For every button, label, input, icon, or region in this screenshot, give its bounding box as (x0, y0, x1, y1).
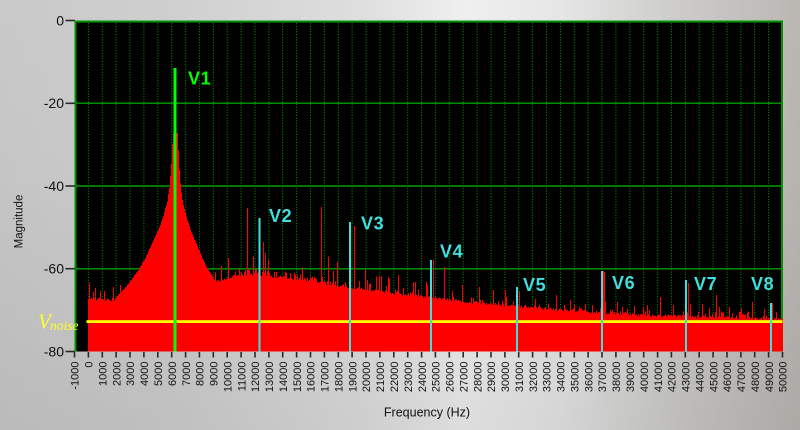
svg-text:V6: V6 (612, 273, 635, 293)
svg-text:15000: 15000 (292, 362, 304, 393)
svg-text:40000: 40000 (639, 362, 651, 393)
svg-text:50000: 50000 (778, 362, 790, 393)
svg-text:10000: 10000 (222, 362, 234, 393)
svg-text:48000: 48000 (750, 362, 762, 393)
svg-text:7000: 7000 (181, 362, 193, 386)
svg-text:V3: V3 (361, 214, 384, 234)
svg-text:29000: 29000 (486, 362, 498, 393)
svg-text:-40: -40 (44, 178, 64, 194)
svg-text:39000: 39000 (625, 362, 637, 393)
svg-text:11000: 11000 (236, 362, 248, 392)
svg-text:19000: 19000 (347, 362, 359, 393)
svg-text:47000: 47000 (736, 362, 748, 393)
svg-text:V1: V1 (188, 69, 211, 89)
svg-text:14000: 14000 (278, 362, 290, 393)
svg-text:21000: 21000 (375, 362, 387, 393)
svg-text:24000: 24000 (417, 362, 429, 393)
svg-text:20000: 20000 (361, 362, 373, 393)
svg-text:34000: 34000 (556, 362, 568, 393)
svg-text:22000: 22000 (389, 362, 401, 393)
svg-text:30000: 30000 (500, 361, 512, 392)
svg-text:V7: V7 (694, 274, 717, 294)
svg-text:-60: -60 (44, 261, 64, 277)
svg-text:23000: 23000 (403, 362, 415, 393)
svg-text:33000: 33000 (542, 362, 554, 393)
svg-text:Frequency (Hz): Frequency (Hz) (384, 406, 470, 420)
svg-text:0: 0 (84, 362, 96, 368)
svg-text:5000: 5000 (153, 362, 165, 386)
svg-text:44000: 44000 (694, 362, 706, 393)
svg-text:0: 0 (56, 12, 64, 28)
svg-text:3000: 3000 (125, 362, 137, 386)
svg-text:25000: 25000 (431, 362, 443, 393)
svg-text:12000: 12000 (250, 362, 262, 393)
svg-text:2000: 2000 (111, 362, 123, 386)
svg-text:8000: 8000 (195, 362, 207, 386)
svg-text:38000: 38000 (611, 362, 623, 393)
svg-text:V8: V8 (751, 274, 774, 294)
svg-text:6000: 6000 (167, 362, 179, 386)
svg-text:-80: -80 (44, 343, 64, 359)
svg-text:V: V (38, 310, 53, 334)
svg-text:45000: 45000 (708, 362, 720, 393)
svg-text:V2: V2 (269, 206, 292, 226)
svg-text:41000: 41000 (653, 362, 665, 393)
svg-text:27000: 27000 (458, 362, 470, 393)
svg-text:V4: V4 (440, 242, 463, 262)
svg-text:32000: 32000 (528, 362, 540, 393)
svg-text:43000: 43000 (681, 362, 693, 393)
svg-text:18000: 18000 (334, 362, 346, 393)
svg-text:noise: noise (50, 318, 79, 333)
svg-text:31000: 31000 (514, 362, 526, 393)
svg-text:46000: 46000 (722, 362, 734, 393)
svg-text:35000: 35000 (570, 362, 582, 393)
svg-text:Magnitude: Magnitude (14, 195, 26, 249)
svg-text:V5: V5 (523, 275, 546, 295)
svg-text:1000: 1000 (98, 362, 110, 386)
svg-text:13000: 13000 (264, 362, 276, 393)
svg-text:28000: 28000 (472, 362, 484, 393)
svg-text:26000: 26000 (445, 362, 457, 393)
svg-text:17000: 17000 (320, 362, 332, 393)
svg-text:36000: 36000 (583, 362, 595, 393)
svg-text:49000: 49000 (764, 362, 776, 393)
svg-text:37000: 37000 (597, 362, 609, 393)
svg-text:4000: 4000 (139, 362, 151, 386)
svg-text:9000: 9000 (209, 362, 221, 386)
svg-text:16000: 16000 (306, 362, 318, 393)
svg-text:-1000: -1000 (70, 362, 82, 390)
svg-text:42000: 42000 (667, 362, 679, 393)
svg-text:-20: -20 (44, 95, 64, 111)
